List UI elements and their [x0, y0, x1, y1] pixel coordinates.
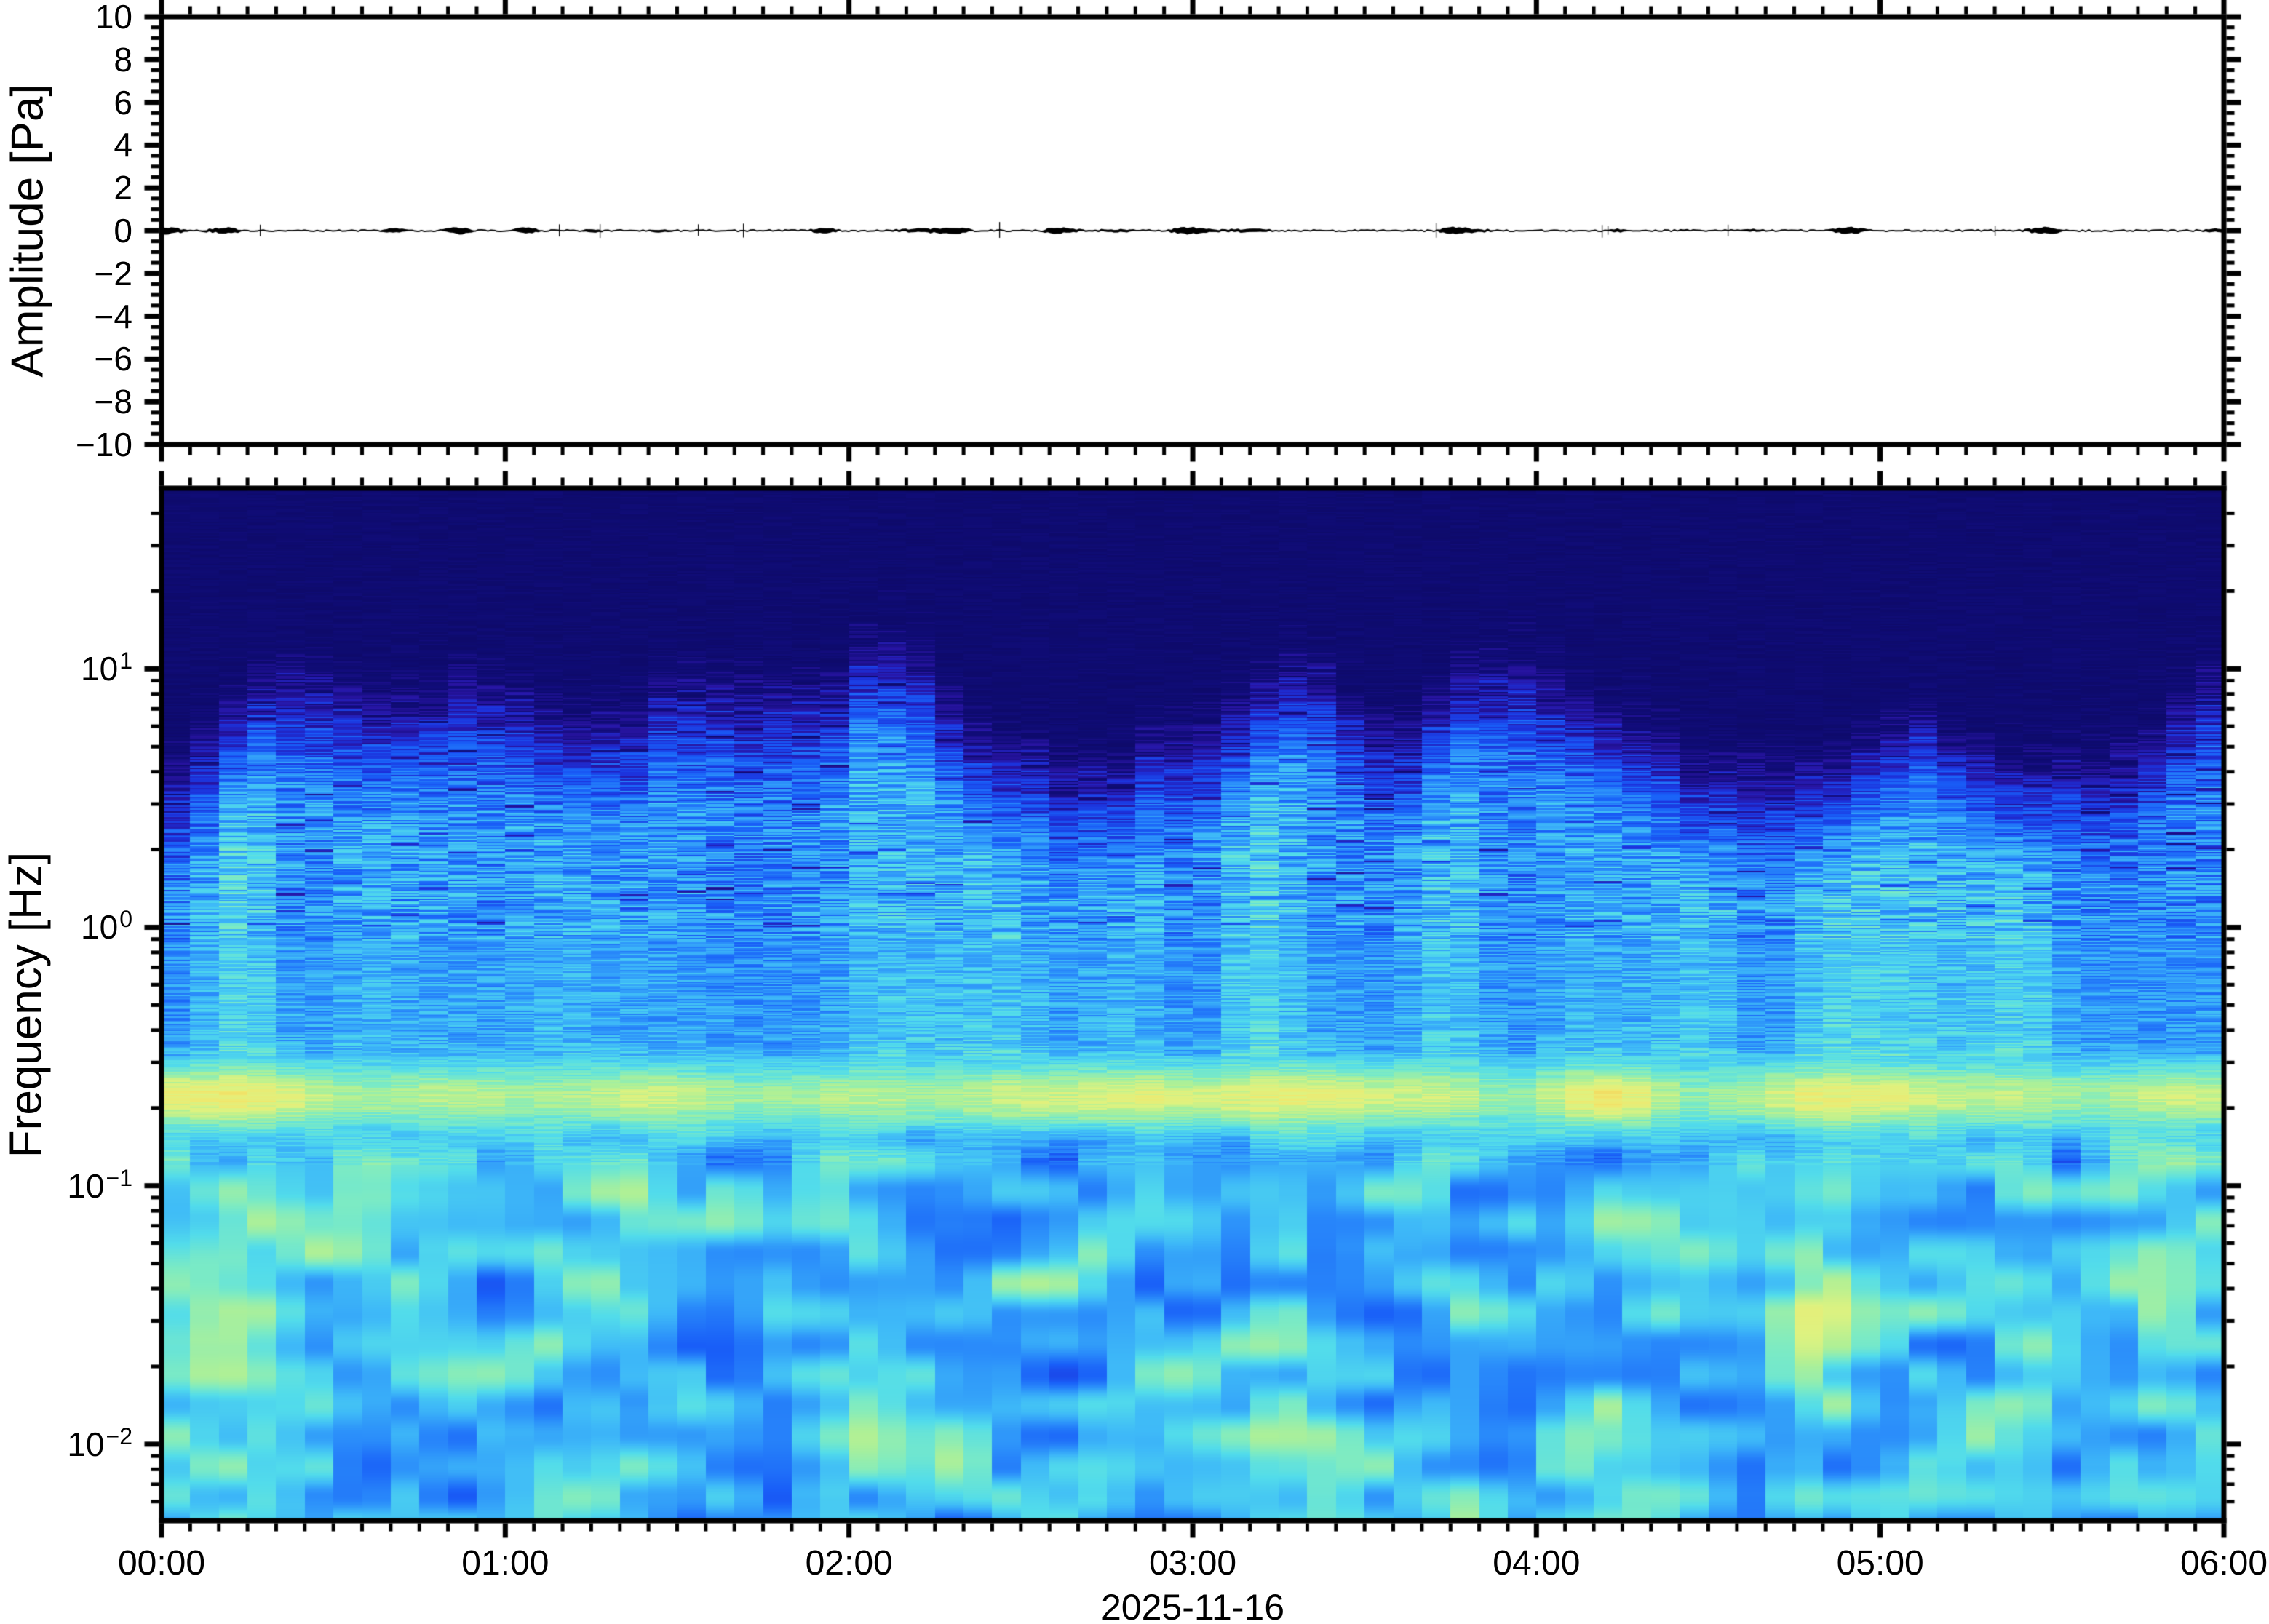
amp-tick-label: 4	[114, 126, 132, 164]
amp-tick-label: −8	[94, 383, 132, 421]
frequency-axis-title: Frequency [Hz]	[1, 851, 52, 1158]
freq-tick-label: 10−2	[67, 1422, 132, 1463]
amp-tick-label: 6	[114, 83, 132, 122]
time-tick-label: 06:00	[2179, 1544, 2268, 1583]
date-label: 2025-11-16	[1100, 1587, 1285, 1624]
time-tick-label: 04:00	[1493, 1544, 1581, 1583]
amp-tick-label: −10	[75, 426, 132, 463]
amp-tick-label: −6	[94, 340, 132, 378]
amp-tick-label: 8	[114, 40, 132, 79]
amp-tick-label: −4	[94, 297, 132, 335]
time-tick-label: 00:00	[117, 1544, 206, 1583]
freq-tick-label: 101	[81, 648, 132, 688]
amp-tick-label: 10	[95, 0, 132, 36]
time-tick-label: 02:00	[805, 1544, 893, 1583]
amp-tick-label: 2	[114, 169, 132, 207]
amp-tick-label: 0	[114, 212, 132, 250]
freq-tick-label: 10−1	[67, 1164, 132, 1205]
freq-tick-label: 100	[81, 906, 132, 947]
amp-tick-label: −2	[94, 254, 132, 292]
time-tick-label: 03:00	[1148, 1544, 1237, 1583]
time-tick-label: 01:00	[461, 1544, 549, 1583]
time-tick-label: 05:00	[1836, 1544, 1924, 1583]
